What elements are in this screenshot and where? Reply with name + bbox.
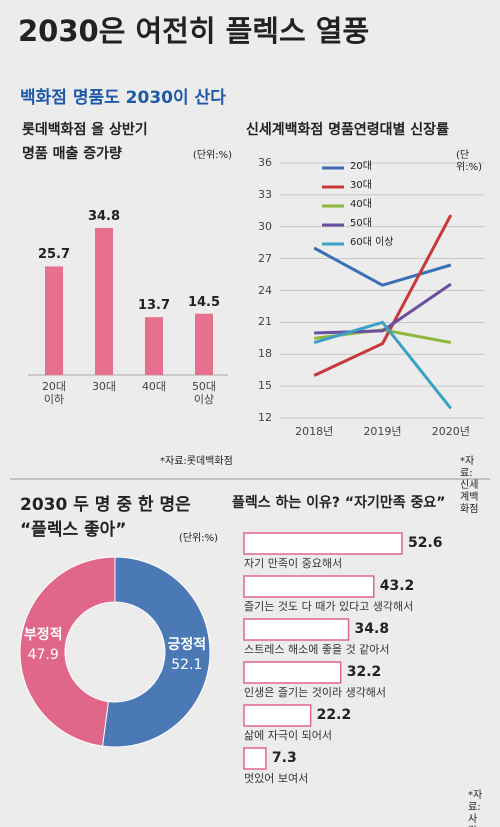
slice-label: 부정적 [23,627,63,644]
legend-label: 30대 [350,180,372,191]
y-tick-label: 15 [258,379,272,393]
chart-title: 신세계백화점 명품연령대별 신장률 [246,122,449,138]
slice-value: 52.1 [171,656,203,673]
legend-label: 50대 [350,218,372,229]
chart-title: 2030 두 명 중 한 명은 [20,495,191,515]
value-label: 13.7 [137,298,171,314]
bar [243,704,312,727]
value-label: 34.8 [354,621,390,637]
y-tick-label: 33 [258,187,272,201]
x-tick-label: 20대 이하 [41,380,67,407]
bar [195,313,213,375]
y-tick-label: 21 [258,315,272,329]
y-tick-label: 36 [258,156,272,169]
chart-title: 플렉스 하는 이유? “자기만족 중요” [232,495,446,511]
x-tick-label: 2020년 [431,425,470,438]
chart-title: “플렉스 좋아” [20,520,127,540]
line [313,246,452,287]
legend-label: 20대 [350,161,372,172]
unit-label: (단위:%) [456,150,483,173]
y-tick-label: 24 [258,283,272,297]
bar [95,228,113,375]
source: *자료:사람인 [468,790,483,827]
slice-label: 긍정적 [167,636,207,653]
category-label: 자기 만족이 중요해서 [244,557,343,570]
x-tick-label: 2019년 [363,425,402,438]
category-label: 즐기는 것도 다 때가 있다고 생각해서 [244,600,414,613]
category-label: 스트레스 해소에 좋을 것 같아서 [244,643,390,656]
y-tick-label: 30 [258,219,272,233]
legend-label: 40대 [350,199,372,210]
category-label: 인생은 즐기는 것이라 생각해서 [244,686,387,699]
value-label: 34.8 [87,209,121,224]
y-tick-label: 27 [258,251,272,265]
legend-label: 60대 이상 [350,237,394,248]
value-label: 14.5 [187,294,221,310]
source: *자료:신세계백화점 [460,456,479,515]
donut-slice [19,556,116,747]
unit-label: (단위:%) [192,150,232,161]
value-label: 25.7 [37,247,71,263]
slice-value: 47.9 [27,647,59,664]
x-tick-label: 2018년 [295,425,334,438]
section-title: 백화점 명품도 2030이 산다 [20,88,226,108]
category-label: 멋있어 보여서 [244,772,309,785]
category-label: 삶에 자극이 되어서 [244,729,332,742]
value-label: 22.2 [316,707,352,723]
bar [243,747,267,770]
value-label: 32.2 [346,664,382,680]
bar [243,575,375,598]
bar [145,317,163,375]
source: *자료:롯데백화점 [160,456,233,467]
x-tick-label: 30대 [91,380,117,393]
chart-title: 롯데백화점 올 상반기 [22,122,148,138]
value-label: 43.2 [379,578,415,594]
y-tick-label: 18 [258,347,272,361]
chart-title: 명품 매출 증가량 [22,146,122,162]
bar [243,532,403,555]
line [313,214,453,377]
donut-slice [101,556,211,748]
y-tick-label: 12 [258,411,272,424]
line [314,282,452,335]
line [313,320,453,410]
unit-label: (단위:%) [178,533,218,544]
x-tick-label: 40대 [141,380,167,393]
bar [243,661,342,684]
bar [243,618,350,641]
value-label: 52.6 [408,535,443,551]
x-tick-label: 50대 이상 [191,380,217,407]
page-title: 2030은 여전히 플렉스 열풍 [18,14,370,48]
bar [45,266,63,375]
value-label: 7.3 [271,750,297,766]
